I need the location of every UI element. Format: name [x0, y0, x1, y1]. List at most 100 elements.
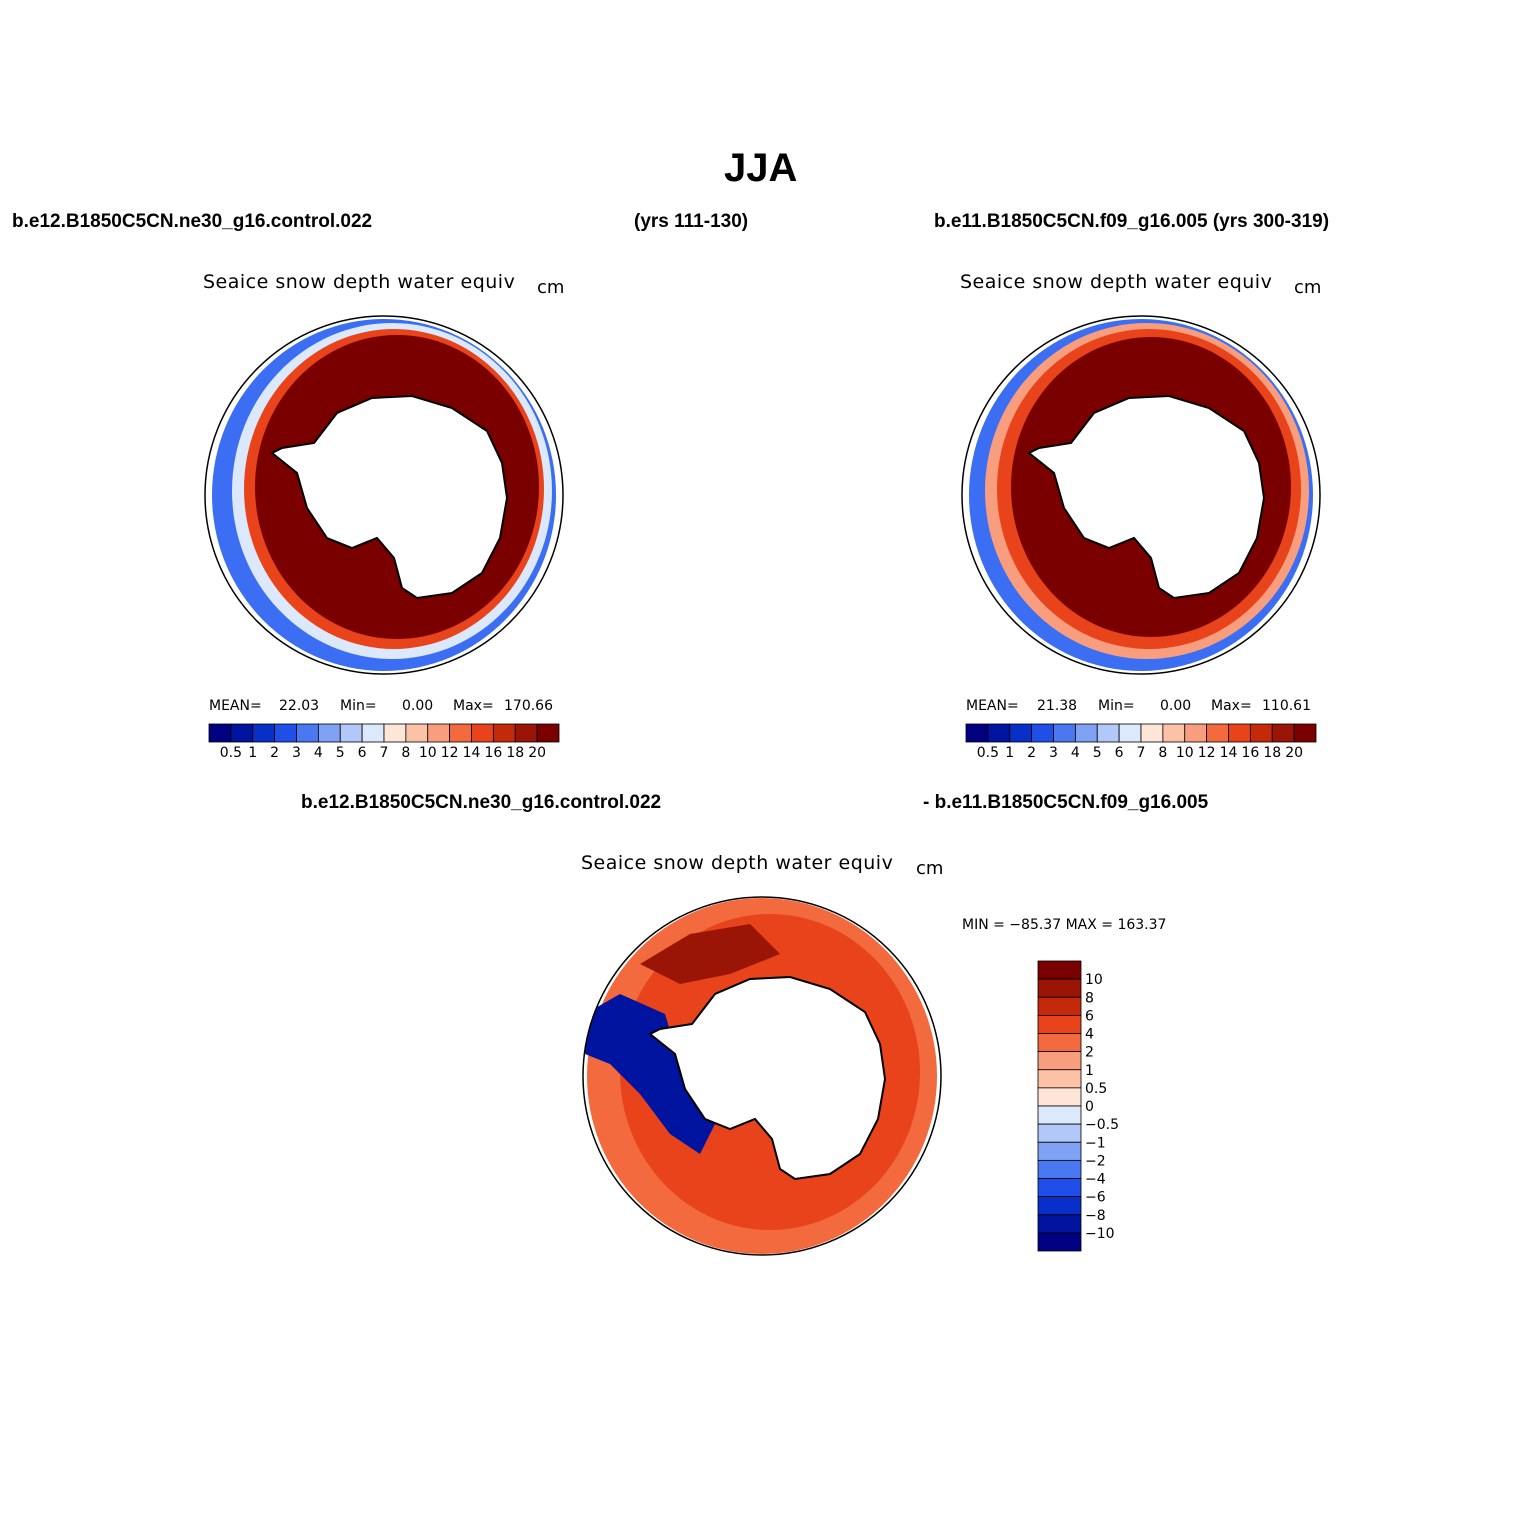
panel3-colorbar-box: [1037, 1214, 1082, 1234]
panel2-colorbar-box: [1184, 723, 1208, 743]
panel1-colorbar-box: [339, 723, 363, 743]
panel2-colorbar-tick-label: 1: [1005, 745, 1014, 761]
panel3-colorbar: 10 8 6 4 2 1 0.5 0 −0.5 −1 −2 −4 −6 −8 −10: [1037, 960, 1119, 1252]
panel1-colorbar: 0.5 1 2 3 4 5 6 7 8 10 12 14 16 18 20: [208, 723, 560, 761]
panel1-colorbar-box: [208, 723, 232, 743]
panel2-colorbar-box: [1228, 723, 1251, 743]
panel1-colorbar-tick-label: 6: [358, 745, 367, 761]
case1-name: b.e12.B1850C5CN.ne30_g16.control.022: [12, 211, 373, 232]
panel2-colorbar-box: [1162, 723, 1186, 743]
panel2-colorbar-box: [987, 723, 1011, 743]
panel1-colorbar-box: [449, 723, 472, 743]
panel3-colorbar-tick-label: −0.5: [1085, 1117, 1119, 1133]
panel3-colorbar-box: [1037, 1123, 1082, 1143]
panel1-colorbar-box: [383, 723, 407, 743]
panel3-colorbar-tick-label: −1: [1085, 1135, 1106, 1151]
panel3-map-border: [582, 896, 942, 1256]
panel3-colorbar-box: [1037, 1105, 1082, 1125]
panel3-colorbar-tick-label: 8: [1085, 990, 1094, 1006]
panel3-minmax: MIN = −85.37 MAX = 163.37: [962, 917, 1167, 933]
panel2-colorbar-box: [1074, 723, 1098, 743]
panel1-colorbar-tick-label: 2: [270, 745, 279, 761]
panel2-min: 0.00: [1160, 698, 1192, 714]
panel3-colorbar-box: [1037, 1232, 1082, 1252]
panel1-colorbar-box: [252, 723, 276, 743]
panel1-min: 0.00: [402, 698, 434, 714]
panel1-variable-label: Seaice snow depth water equiv: [203, 271, 516, 293]
panel1-colorbar-tick-label: 18: [506, 745, 524, 761]
panel1-map-border: [204, 315, 564, 675]
panel2-colorbar-box: [1053, 723, 1076, 743]
page-title: JJA: [724, 146, 798, 190]
panel3-colorbar-box: [1037, 1159, 1082, 1179]
panel2-colorbar-box: [1009, 723, 1033, 743]
panel1-colorbar-tick-label: 16: [484, 745, 502, 761]
panel2-max-label: Max=: [1211, 698, 1252, 714]
panel3-colorbar-tick-label: −10: [1085, 1226, 1115, 1242]
panel2-colorbar-tick-label: 0.5: [977, 745, 999, 761]
panel3-colorbar-tick-label: −6: [1085, 1190, 1106, 1206]
panel3-colorbar-box: [1037, 960, 1082, 980]
panel2-colorbar: 0.5 1 2 3 4 5 6 7 8 10 12 14 16 18 20: [965, 723, 1317, 761]
panel1-colorbar-tick-label: 12: [441, 745, 459, 761]
panel1-colorbar-box: [492, 723, 516, 743]
panel1-colorbar-tick-label: 14: [463, 745, 481, 761]
panel2-map-border: [961, 315, 1321, 675]
panel3-negative-region: [585, 994, 715, 1154]
panel1-stats: MEAN= 22.03 Min= 0.00 Max= 170.66: [0, 698, 600, 718]
panel3-variable-label: Seaice snow depth water equiv: [581, 852, 894, 874]
panel3-colorbar-tick-label: −2: [1085, 1153, 1106, 1169]
panel1-map: [204, 315, 564, 675]
panel3-colorbar-tick-label: 0: [1085, 1099, 1094, 1115]
panel3-colorbar-tick-label: 0.5: [1085, 1081, 1107, 1097]
panel2-colorbar-box: [1206, 723, 1229, 743]
panel1-colorbar-tick-label: 7: [380, 745, 389, 761]
panel3-colorbar-box: [1037, 1033, 1082, 1053]
panel1-max: 170.66: [504, 698, 553, 714]
panel2-colorbar-tick-label: 12: [1198, 745, 1216, 761]
panel2-colorbar-box: [1096, 723, 1120, 743]
panel2-colorbar-tick-label: 4: [1071, 745, 1080, 761]
panel1-mean-label: MEAN=: [209, 698, 262, 714]
panel3-colorbar-tick-label: 4: [1085, 1027, 1094, 1043]
panel1-colorbar-tick-label: 5: [336, 745, 345, 761]
panel1-colorbar-box: [296, 723, 319, 743]
panel2-colorbar-box: [1293, 723, 1317, 743]
panel1-colorbar-box: [514, 723, 538, 743]
panel2-colorbar-tick-label: 18: [1263, 745, 1281, 761]
panel3-units: cm: [916, 858, 944, 879]
panel3-colorbar-tick-label: −8: [1085, 1208, 1106, 1224]
panel2-map: [961, 315, 1321, 675]
panel1-min-label: Min=: [340, 698, 377, 714]
panel2-colorbar-tick-label: 5: [1093, 745, 1102, 761]
panel2-colorbar-box: [965, 723, 989, 743]
panel3-colorbar-box: [1037, 996, 1082, 1016]
panel1-colorbar-tick-label: 10: [419, 745, 437, 761]
panel2-colorbar-box: [1249, 723, 1273, 743]
panel3-colorbar-box: [1037, 978, 1082, 998]
panel3-colorbar-tick-label: 10: [1085, 972, 1103, 988]
panel3-colorbar-box: [1037, 1087, 1082, 1107]
panel2-mean: 21.38: [1037, 698, 1078, 714]
panel2-colorbar-tick-label: 14: [1220, 745, 1238, 761]
panel1-colorbar-box: [536, 723, 560, 743]
panel2-colorbar-box: [1031, 723, 1054, 743]
panel3-colorbar-box: [1037, 1051, 1082, 1071]
panel2-mean-label: MEAN=: [966, 698, 1019, 714]
panel3-colorbar-box: [1037, 1141, 1082, 1161]
panel3-colorbar-tick-label: −4: [1085, 1172, 1106, 1188]
panel1-colorbar-box: [471, 723, 494, 743]
panel2-colorbar-box: [1271, 723, 1295, 743]
panel1-colorbar-box: [274, 723, 297, 743]
panel1-colorbar-box: [427, 723, 451, 743]
panel1-max-label: Max=: [453, 698, 494, 714]
panel1-units: cm: [537, 277, 565, 298]
panel3-positive-streak: [640, 924, 780, 984]
panel1-colorbar-box: [405, 723, 429, 743]
panel3-colorbar-tick-label: 2: [1085, 1045, 1094, 1061]
case2-name: b.e11.B1850C5CN.f09_g16.005 (yrs 300-319…: [934, 211, 1330, 232]
panel2-max: 110.61: [1262, 698, 1311, 714]
panel3-map: [582, 896, 942, 1256]
panel2-stats: MEAN= 21.38 Min= 0.00 Max= 110.61: [757, 698, 1357, 718]
panel1-colorbar-tick-label: 3: [292, 745, 301, 761]
